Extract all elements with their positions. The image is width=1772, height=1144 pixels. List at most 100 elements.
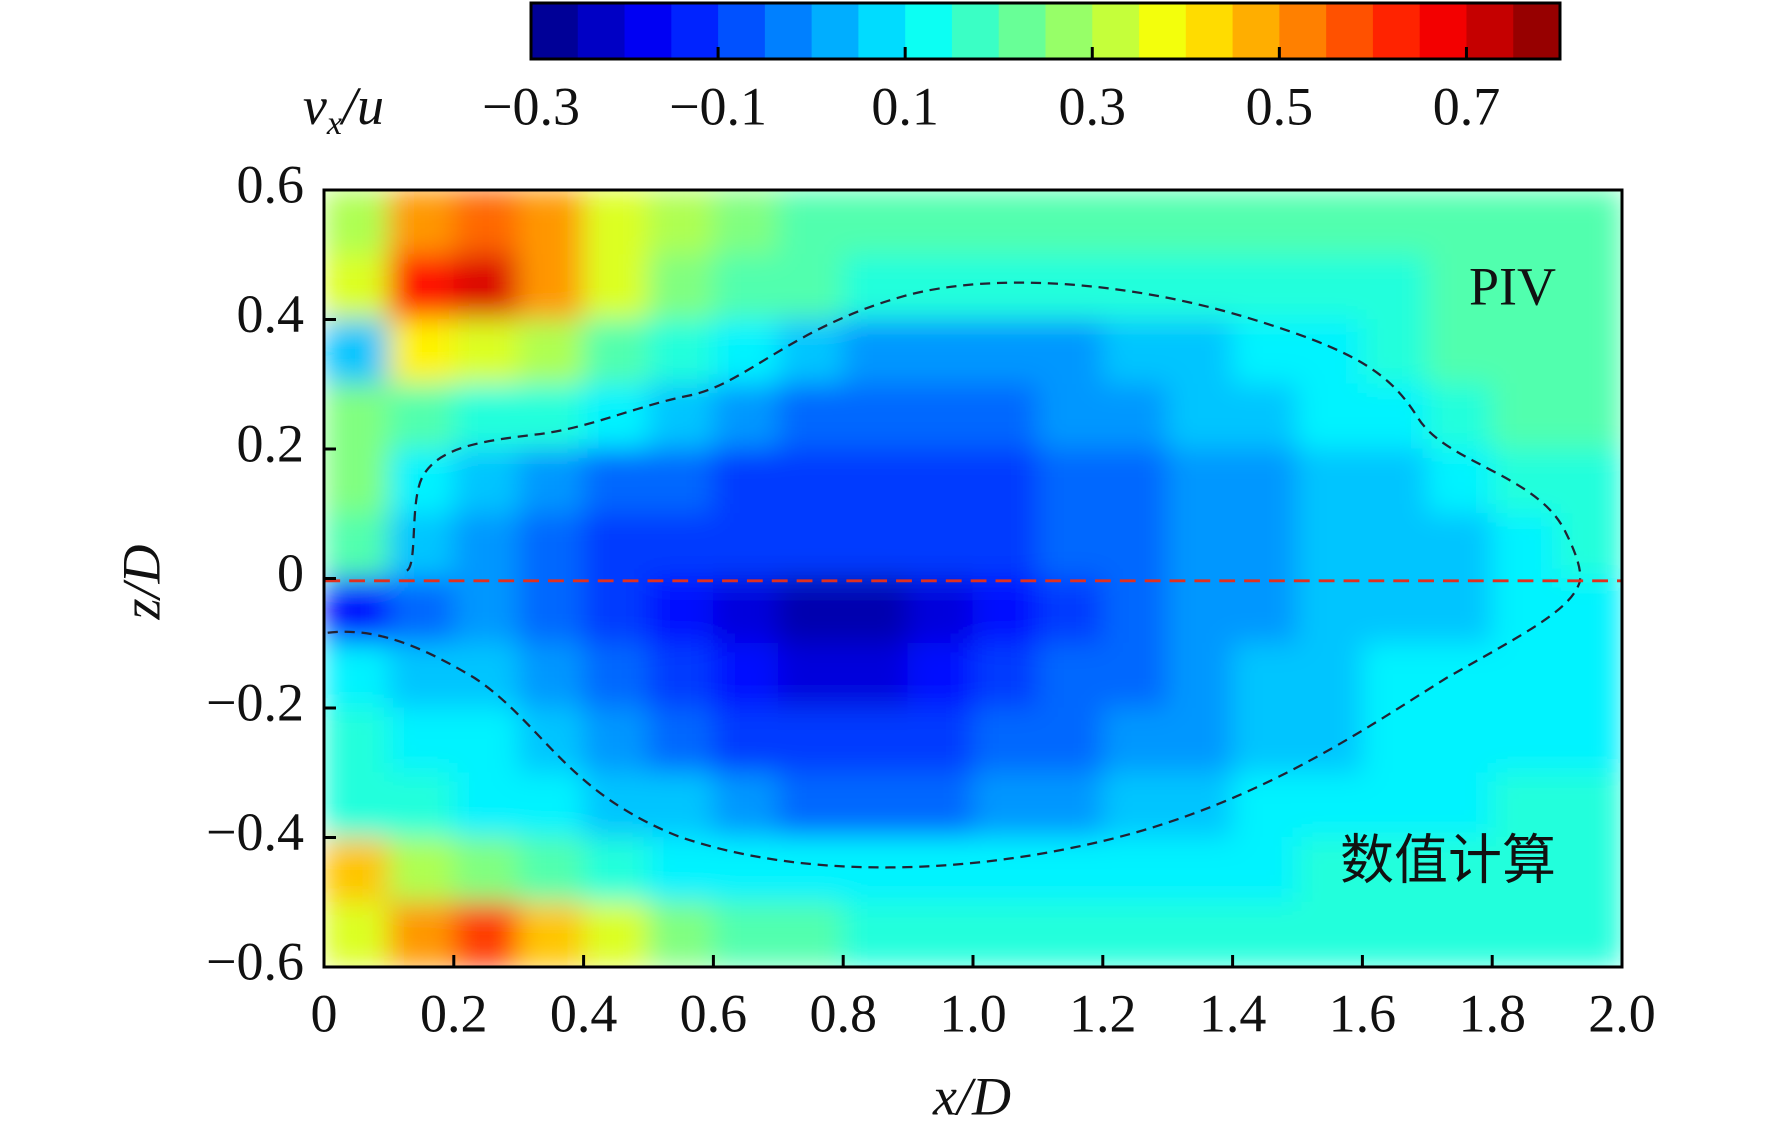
cell — [324, 642, 390, 709]
cell — [1491, 190, 1558, 256]
cell — [388, 190, 455, 256]
cell — [1426, 901, 1493, 967]
cell — [324, 837, 390, 903]
cell — [907, 642, 974, 709]
cell — [518, 383, 585, 450]
colorbar-tick-label: 0.5 — [1246, 76, 1314, 136]
colorbar-band — [531, 3, 579, 59]
cell — [388, 513, 455, 579]
cell — [907, 772, 974, 838]
cell — [1102, 772, 1169, 838]
cell — [1426, 448, 1493, 515]
cell — [1167, 642, 1234, 709]
cell — [1491, 319, 1558, 385]
cell — [1297, 190, 1363, 256]
cell — [1232, 319, 1298, 385]
cell — [1232, 901, 1298, 967]
colorbar-label: vx/u — [303, 76, 384, 141]
cell — [777, 707, 844, 774]
cell — [907, 901, 974, 967]
cell — [388, 707, 455, 774]
cell — [842, 772, 909, 838]
x-tick-label: 1.8 — [1458, 983, 1526, 1043]
cell — [907, 448, 974, 515]
cell — [1556, 383, 1622, 450]
cell — [1232, 642, 1298, 709]
cell — [324, 448, 390, 515]
cell — [453, 513, 520, 579]
cell — [712, 448, 779, 515]
cell — [1491, 254, 1558, 320]
cell — [777, 190, 844, 256]
cell — [1102, 448, 1169, 515]
cell — [324, 319, 390, 385]
cell — [1037, 578, 1104, 644]
cell — [518, 707, 585, 774]
cell — [972, 901, 1039, 967]
cell — [648, 901, 714, 967]
cell — [1556, 578, 1622, 644]
cell — [324, 190, 390, 256]
colorbar-band — [1185, 3, 1234, 59]
cell — [583, 383, 649, 450]
cell — [842, 448, 909, 515]
cell — [518, 448, 585, 515]
cell — [648, 254, 714, 320]
cell — [1491, 513, 1558, 579]
cell — [907, 383, 974, 450]
cell — [1037, 448, 1104, 515]
y-tick-label: 0.2 — [237, 413, 305, 473]
cell — [453, 901, 520, 967]
cell — [1167, 837, 1234, 903]
cell — [1167, 319, 1234, 385]
cell — [1556, 254, 1622, 320]
cell — [453, 254, 520, 320]
y-tick-label: −0.4 — [206, 802, 304, 862]
cell — [324, 513, 390, 579]
cell — [453, 448, 520, 515]
x-tick-label: 0.6 — [680, 983, 748, 1043]
cell — [712, 578, 779, 644]
cell — [324, 578, 390, 644]
colorbar-band — [1092, 3, 1140, 59]
x-tick-label: 1.4 — [1199, 983, 1267, 1043]
cell — [1102, 578, 1169, 644]
cell — [1491, 383, 1558, 450]
colorbar-band — [998, 3, 1047, 59]
y-tick-label: 0.6 — [237, 154, 305, 214]
cell — [777, 254, 844, 320]
cell — [518, 772, 585, 838]
cell — [1556, 513, 1622, 579]
cell — [648, 707, 714, 774]
cells — [324, 190, 1622, 967]
cell — [1297, 319, 1363, 385]
cell — [972, 837, 1039, 903]
colorbar-band — [1045, 3, 1093, 59]
cell — [1297, 383, 1363, 450]
cell — [712, 837, 779, 903]
cell — [1491, 642, 1558, 709]
x-tick-label: 1.6 — [1329, 983, 1397, 1043]
cell — [1556, 837, 1622, 903]
cell — [712, 707, 779, 774]
cell — [1297, 772, 1363, 838]
cell — [324, 772, 390, 838]
cell — [1167, 513, 1234, 579]
cell — [1361, 190, 1428, 256]
cell — [1102, 513, 1169, 579]
cell — [453, 707, 520, 774]
cell — [1232, 448, 1298, 515]
cell — [1232, 254, 1298, 320]
cell — [583, 642, 649, 709]
colorbar: −0.3 −0.1 0.1 0.3 0.5 0.7 — [482, 1, 1562, 136]
cell — [777, 578, 844, 644]
colorbar-band — [811, 3, 860, 59]
label-part: /u — [339, 76, 384, 136]
cell — [1297, 448, 1363, 515]
cell — [712, 319, 779, 385]
cell — [712, 901, 779, 967]
cell — [907, 837, 974, 903]
colorbar-tick-label: 0.3 — [1059, 76, 1127, 136]
colorbar-band — [577, 3, 626, 59]
cell — [1426, 642, 1493, 709]
